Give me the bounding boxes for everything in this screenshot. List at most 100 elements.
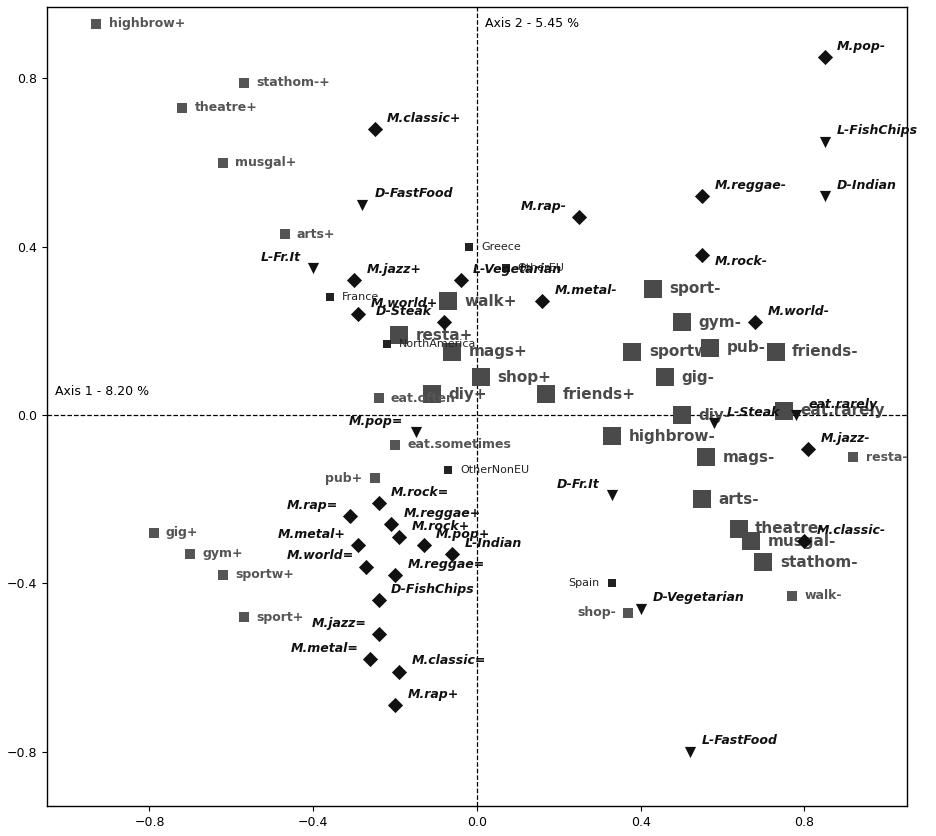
Point [756,556,771,569]
Text: Axis 2 - 5.45 %: Axis 2 - 5.45 % [485,18,579,30]
Point [695,190,709,203]
Point [731,522,746,535]
Point [748,316,763,329]
Text: M.reggae+: M.reggae+ [403,507,480,520]
Point [437,316,452,329]
Text: shop+: shop+ [497,370,551,385]
Point [817,190,832,203]
Text: M.world+: M.world+ [371,297,438,310]
Text: L-FishChips: L-FishChips [837,125,918,137]
Text: stathom-: stathom- [780,555,857,570]
Point [343,509,358,522]
Text: L-Vegetarian: L-Vegetarian [473,263,562,276]
Point [534,295,549,308]
Point [175,101,190,115]
Text: M.classic-: M.classic- [816,524,885,537]
Text: M.world-: M.world- [768,305,829,319]
Point [215,156,230,170]
Text: sportw+: sportw+ [236,568,294,581]
Point [625,345,640,359]
Text: arts-: arts- [719,492,759,507]
Text: M.rap-: M.rap- [521,200,567,213]
Point [445,548,460,561]
Text: D-Fr.It: D-Fr.It [557,478,600,491]
Text: highbrow+: highbrow+ [109,18,185,30]
Text: eat.often: eat.often [391,392,456,405]
Point [776,404,791,417]
Text: M.rock+: M.rock+ [412,520,470,533]
Point [277,227,292,241]
Point [817,51,832,64]
Text: Axis 1 - 8.20 %: Axis 1 - 8.20 % [55,385,150,399]
Text: M.pop+: M.pop+ [436,528,490,541]
Point [146,526,161,539]
Point [621,606,636,619]
Point [367,122,382,135]
Text: sport+: sport+ [256,610,303,624]
Text: highbrow-: highbrow- [628,429,715,444]
Point [707,417,722,431]
Point [379,337,394,350]
Text: France: France [342,293,379,303]
Point [351,538,366,552]
Text: D-FishChips: D-FishChips [391,583,475,596]
Text: D-FastFood: D-FastFood [374,187,453,201]
Text: OtherEU: OtherEU [518,263,564,273]
Text: theatre-: theatre- [755,521,826,536]
Text: gig-: gig- [681,370,714,385]
Text: D-Vegetarian: D-Vegetarian [653,591,745,604]
Point [441,463,456,477]
Point [388,699,402,712]
Text: M.jazz-: M.jazz- [821,431,870,445]
Point [797,534,812,548]
Text: L-Steak: L-Steak [726,406,780,420]
Point [789,408,804,421]
Text: gig+: gig+ [166,527,198,539]
Point [417,538,431,552]
Point [695,248,709,262]
Text: eat.sometimes: eat.sometimes [407,438,511,451]
Point [605,577,620,590]
Point [743,534,758,548]
Point [605,488,620,502]
Text: friends-: friends- [792,344,858,359]
Text: arts+: arts+ [297,227,335,241]
Text: shop-: shop- [578,606,616,619]
Point [346,273,361,287]
Point [695,492,709,506]
Point [698,451,713,464]
Point [445,345,460,359]
Point [358,560,373,573]
Point [306,261,321,274]
Point [372,594,387,607]
Point [363,652,378,665]
Text: M.jazz+: M.jazz+ [366,263,421,276]
Text: pub+: pub+ [325,472,362,485]
Point [391,665,406,678]
Point [351,308,366,321]
Point [408,426,423,439]
Point [801,442,816,456]
Point [817,135,832,148]
Text: musgal-: musgal- [768,533,836,548]
Text: sport-: sport- [669,282,721,296]
Point [674,316,689,329]
Point [372,627,387,640]
Text: D-Indian: D-Indian [837,179,897,192]
Point [424,387,439,400]
Point [372,391,387,405]
Text: L-Indian: L-Indian [464,537,522,550]
Text: stathom-+: stathom-+ [256,76,329,89]
Point [784,589,799,603]
Text: M.reggae=: M.reggae= [407,558,485,571]
Point [215,568,230,582]
Point [388,568,402,582]
Text: M.rock=: M.rock= [391,487,449,499]
Text: mags-: mags- [723,450,775,465]
Text: M.classic+: M.classic+ [387,112,461,125]
Text: friends+: friends+ [563,386,636,401]
Text: M.jazz=: M.jazz= [312,617,366,630]
Text: theatre+: theatre+ [195,101,257,115]
Text: M.pop-: M.pop- [837,40,886,54]
Point [441,295,456,308]
